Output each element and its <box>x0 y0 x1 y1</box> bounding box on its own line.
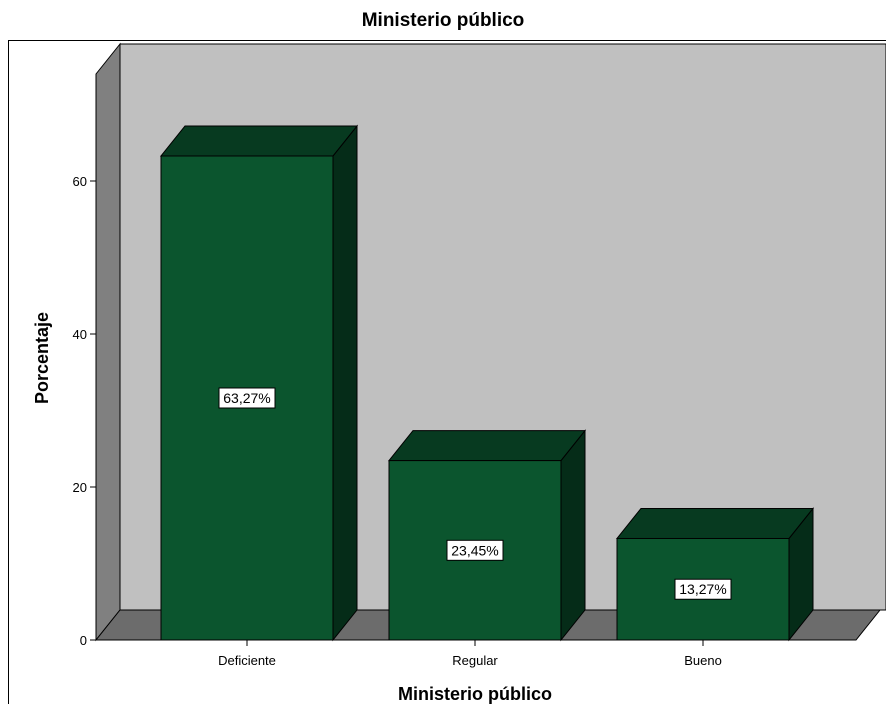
left-wall <box>95 42 121 642</box>
chart-frame <box>8 40 886 704</box>
x-axis: Deficiente Regular Bueno <box>218 640 722 668</box>
data-label-value: 63,27% <box>223 390 270 406</box>
bar-bueno: 13,27% <box>615 507 815 642</box>
y-tick-label: 20 <box>73 480 87 495</box>
data-label-box <box>446 539 504 561</box>
data-label-value: 13,27% <box>679 581 726 597</box>
bar-side <box>332 124 358 642</box>
bar-top <box>159 125 359 157</box>
x-axis-title: Ministerio público <box>398 684 552 704</box>
y-tick-label: 40 <box>73 327 87 342</box>
bar-side <box>560 429 586 642</box>
x-tick-label: Deficiente <box>218 653 276 668</box>
data-label: 13,27% <box>674 578 732 600</box>
bar-regular: 23,45% <box>387 429 587 642</box>
chart-title: Ministerio público <box>361 10 525 31</box>
y-axis-title: Porcentaje <box>32 312 52 404</box>
data-label: 63,27% <box>218 387 276 409</box>
x-tick-label: Regular <box>452 653 498 668</box>
data-label-box <box>674 578 732 600</box>
y-tick-label: 0 <box>80 633 87 648</box>
data-label-value: 23,45% <box>451 542 498 558</box>
x-tick-label: Bueno <box>684 653 722 668</box>
y-tick-label: 60 <box>73 174 87 189</box>
bar-top <box>615 507 815 539</box>
data-label-box <box>218 387 276 409</box>
bars-layer: 63,27% 23,45% 13,27% <box>159 124 815 642</box>
data-label: 23,45% <box>446 539 504 561</box>
bar-top <box>387 430 587 462</box>
y-axis: 0 20 40 60 <box>73 174 96 648</box>
bar-deficiente: 63,27% <box>159 124 359 642</box>
